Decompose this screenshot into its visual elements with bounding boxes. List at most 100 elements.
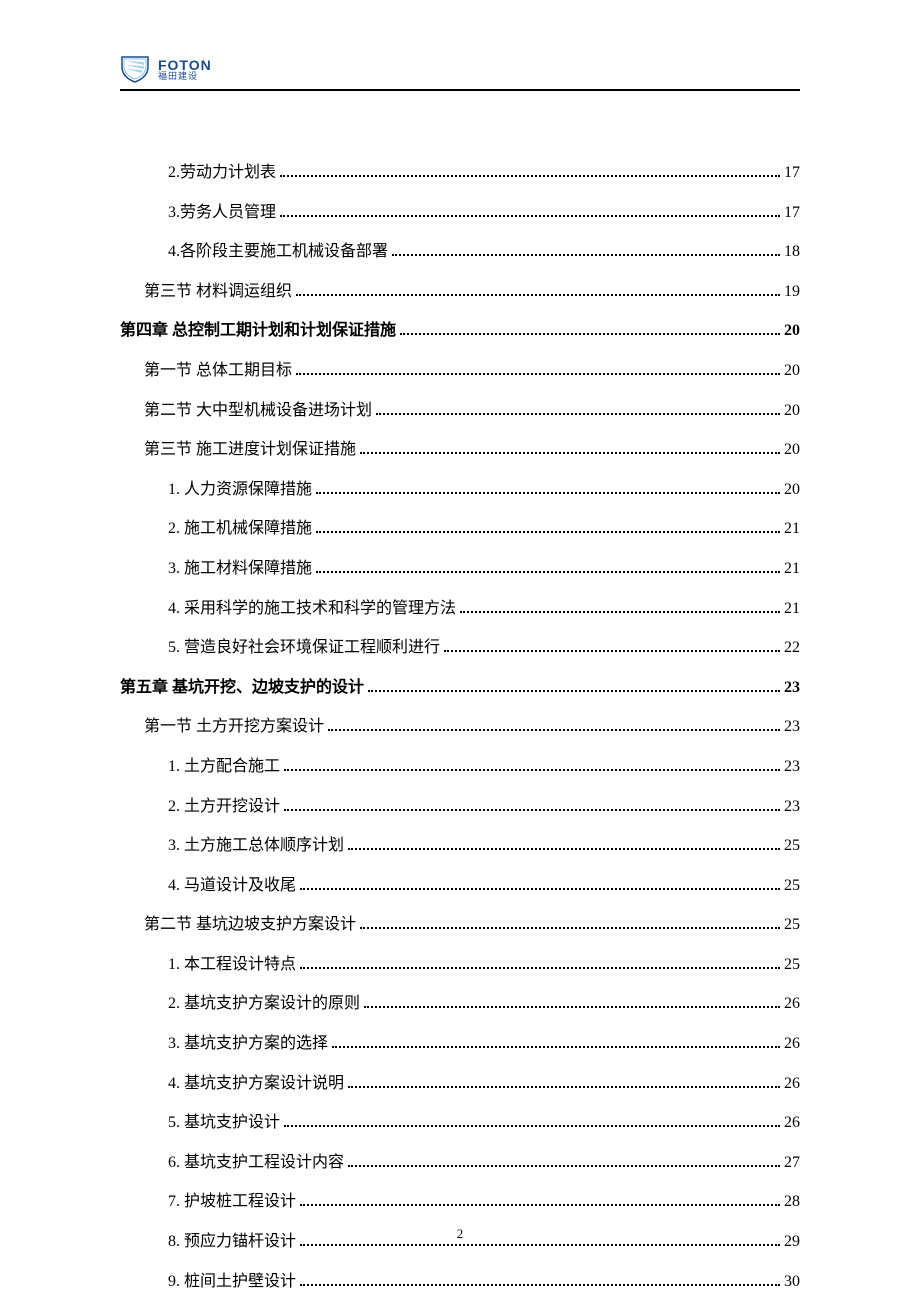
toc-entry: 1. 人力资源保障措施 20	[168, 477, 800, 503]
toc-entry-title: 第五章 基坑开挖、边坡支护的设计	[120, 675, 364, 701]
toc-leader-dots	[368, 690, 780, 692]
toc-leader-dots	[376, 413, 780, 415]
toc-entry-page: 25	[784, 952, 800, 978]
toc-entry: 2. 土方开挖设计 23	[168, 794, 800, 820]
foton-shield-icon	[120, 55, 150, 83]
toc-entry-page: 22	[784, 635, 800, 661]
toc-entry-page: 25	[784, 912, 800, 938]
toc-entry: 第五章 基坑开挖、边坡支护的设计 23	[120, 675, 800, 701]
toc-entry-page: 23	[784, 714, 800, 740]
toc-entry: 1. 土方配合施工23	[168, 754, 800, 780]
toc-entry-page: 28	[784, 1189, 800, 1215]
toc-leader-dots	[280, 215, 780, 217]
toc-leader-dots	[348, 1165, 780, 1167]
toc-leader-dots	[316, 531, 780, 533]
toc-entry-page: 20	[784, 398, 800, 424]
toc-entry-page: 17	[784, 160, 800, 186]
toc-entry-title: 1. 本工程设计特点	[168, 952, 296, 978]
toc-entry: 7. 护坡桩工程设计 28	[168, 1189, 800, 1215]
toc-entry-title: 4.各阶段主要施工机械设备部署	[168, 239, 388, 265]
toc-entry-page: 18	[784, 239, 800, 265]
toc-entry-title: 4. 基坑支护方案设计说明	[168, 1071, 344, 1097]
toc-leader-dots	[296, 373, 780, 375]
toc-entry-page: 20	[784, 477, 800, 503]
toc-entry: 5. 营造良好社会环境保证工程顺利进行 22	[168, 635, 800, 661]
toc-entry-page: 26	[784, 1031, 800, 1057]
toc-leader-dots	[300, 1244, 780, 1246]
toc-entry-title: 7. 护坡桩工程设计	[168, 1189, 296, 1215]
toc-leader-dots	[280, 175, 780, 177]
toc-leader-dots	[296, 294, 780, 296]
toc-entry-title: 第一节 土方开挖方案设计	[144, 714, 324, 740]
toc-leader-dots	[284, 769, 780, 771]
toc-entry-title: 6. 基坑支护工程设计内容	[168, 1150, 344, 1176]
toc-entry-title: 5. 基坑支护设计	[168, 1110, 280, 1136]
toc-entry: 2. 施工机械保障措施21	[168, 516, 800, 542]
toc-entry-page: 19	[784, 279, 800, 305]
toc-entry-page: 26	[784, 991, 800, 1017]
logo-sub-text: 福田建设	[158, 72, 212, 81]
toc-leader-dots	[316, 571, 780, 573]
toc-entry-title: 第二节 大中型机械设备进场计划	[144, 398, 372, 424]
toc-entry-page: 21	[784, 556, 800, 582]
toc-leader-dots	[284, 809, 780, 811]
toc-entry: 6. 基坑支护工程设计内容 27	[168, 1150, 800, 1176]
toc-leader-dots	[360, 452, 780, 454]
toc-entry: 3. 基坑支护方案的选择 26	[168, 1031, 800, 1057]
toc-entry-title: 2. 施工机械保障措施	[168, 516, 312, 542]
toc-entry-page: 26	[784, 1071, 800, 1097]
toc-entry-title: 3. 施工材料保障措施	[168, 556, 312, 582]
toc-entry-title: 1. 人力资源保障措施	[168, 477, 312, 503]
toc-entry-page: 26	[784, 1110, 800, 1136]
toc-leader-dots	[284, 1125, 780, 1127]
toc-entry-title: 第三节 材料调运组织	[144, 279, 292, 305]
toc-entry-title: 3. 土方施工总体顺序计划	[168, 833, 344, 859]
toc-entry: 1. 本工程设计特点 25	[168, 952, 800, 978]
toc-entry: 3. 施工材料保障措施 21	[168, 556, 800, 582]
toc-entry-title: 第二节 基坑边坡支护方案设计	[144, 912, 356, 938]
toc-entry-title: 2. 基坑支护方案设计的原则	[168, 991, 360, 1017]
toc-entry: 9. 桩间土护壁设计30	[168, 1269, 800, 1295]
toc-leader-dots	[392, 254, 780, 256]
toc-entry-title: 2. 土方开挖设计	[168, 794, 280, 820]
toc-entry: 第三节 施工进度计划保证措施20	[144, 437, 800, 463]
toc-entry-title: 5. 营造良好社会环境保证工程顺利进行	[168, 635, 440, 661]
toc-entry: 2. 基坑支护方案设计的原则 26	[168, 991, 800, 1017]
logo-text: FOTON 福田建设	[158, 58, 212, 81]
toc-leader-dots	[300, 1284, 780, 1286]
toc-entry-page: 25	[784, 833, 800, 859]
toc-leader-dots	[332, 1046, 780, 1048]
toc-entry-title: 4. 马道设计及收尾	[168, 873, 296, 899]
toc-entry-title: 2.劳动力计划表	[168, 160, 276, 186]
toc-leader-dots	[444, 650, 780, 652]
logo-brand-text: FOTON	[158, 58, 212, 72]
toc-leader-dots	[364, 1006, 780, 1008]
toc-entry-page: 25	[784, 873, 800, 899]
toc-leader-dots	[348, 1086, 780, 1088]
toc-entry: 第四章 总控制工期计划和计划保证措施 20	[120, 318, 800, 344]
toc-entry: 4. 基坑支护方案设计说明 26	[168, 1071, 800, 1097]
toc-entry-title: 第一节 总体工期目标	[144, 358, 292, 384]
toc-entry: 3.劳务人员管理17	[168, 200, 800, 226]
toc-leader-dots	[316, 492, 780, 494]
toc-entry-page: 23	[784, 794, 800, 820]
toc-entry: 3. 土方施工总体顺序计划 25	[168, 833, 800, 859]
toc-entry: 4. 马道设计及收尾 25	[168, 873, 800, 899]
toc-entry-page: 17	[784, 200, 800, 226]
toc-entry-page: 20	[784, 318, 800, 344]
toc-entry: 第二节 基坑边坡支护方案设计 25	[144, 912, 800, 938]
toc-entry-title: 第四章 总控制工期计划和计划保证措施	[120, 318, 396, 344]
toc-entry-page: 20	[784, 437, 800, 463]
toc-leader-dots	[300, 1204, 780, 1206]
toc-entry-page: 23	[784, 675, 800, 701]
toc-entry: 4.各阶段主要施工机械设备部署 18	[168, 239, 800, 265]
toc-entry-title: 3. 基坑支护方案的选择	[168, 1031, 328, 1057]
toc-entry: 2.劳动力计划表 17	[168, 160, 800, 186]
toc-content: 2.劳动力计划表173.劳务人员管理174.各阶段主要施工机械设备部署18第三节…	[120, 160, 800, 1308]
toc-entry: 4. 采用科学的施工技术和科学的管理方法21	[168, 596, 800, 622]
toc-leader-dots	[300, 888, 780, 890]
toc-leader-dots	[360, 927, 780, 929]
toc-entry-page: 23	[784, 754, 800, 780]
toc-entry-page: 27	[784, 1150, 800, 1176]
toc-entry-page: 20	[784, 358, 800, 384]
